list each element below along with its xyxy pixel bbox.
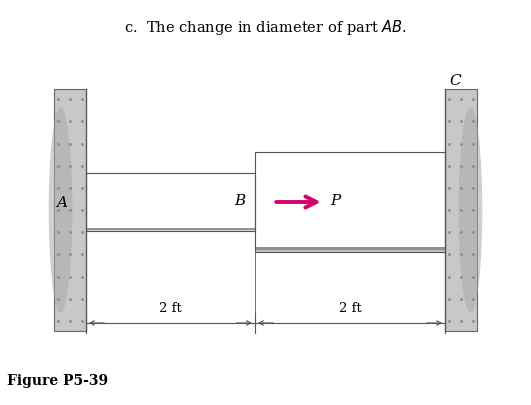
Bar [86,230,255,231]
Bar [86,230,255,231]
Bar [86,229,255,230]
Text: P: P [330,194,340,207]
Bar [255,249,445,252]
Bar [86,230,255,231]
Bar [255,248,445,250]
Bar [255,248,445,251]
Bar [86,230,255,231]
Bar [255,250,445,252]
Bar [86,229,255,230]
Bar [86,230,255,232]
Bar [255,250,445,252]
Bar [255,249,445,252]
Bar [86,173,255,232]
Text: B: B [235,194,246,207]
Bar [255,250,445,252]
Text: 2 ft: 2 ft [159,301,182,314]
Bar [255,248,445,251]
Bar [255,248,445,251]
Bar [86,230,255,231]
Bar [255,249,445,251]
Bar [86,230,255,231]
Bar [255,248,445,251]
Bar [86,230,255,232]
Text: c.  The change in diameter of part $AB$.: c. The change in diameter of part $AB$. [124,17,407,36]
Bar [255,248,445,251]
Bar [255,249,445,251]
Bar [255,250,445,253]
Bar [86,230,255,231]
Bar [255,248,445,250]
Bar [255,249,445,252]
Bar [255,248,445,251]
Bar [86,230,255,231]
Text: A: A [56,196,67,209]
Bar [255,249,445,251]
Bar [255,248,445,251]
Bar [86,229,255,231]
Bar [86,229,255,231]
Bar [255,249,445,252]
Bar [255,249,445,252]
Bar [86,229,255,230]
Bar [255,250,445,252]
Bar [86,229,255,230]
Bar [255,249,445,251]
Bar [86,230,255,231]
Bar [255,249,445,251]
Ellipse shape [49,108,72,313]
Bar [255,249,445,252]
Bar [54,90,86,331]
Bar [86,229,255,231]
Bar [86,230,255,231]
Bar [255,249,445,252]
Bar [255,248,445,250]
Bar [255,152,445,253]
Bar [86,230,255,231]
Bar [86,230,255,231]
Bar [255,248,445,250]
Bar [255,250,445,253]
Bar [255,249,445,252]
Bar [445,90,477,331]
Bar [255,250,445,253]
Bar [86,230,255,231]
Bar [86,230,255,232]
Bar [86,230,255,232]
Bar [86,229,255,230]
Bar [86,230,255,232]
Bar [255,249,445,252]
Bar [255,250,445,253]
Bar [86,229,255,230]
Bar [86,230,255,232]
Bar [86,229,255,230]
Bar [86,230,255,232]
Bar [86,230,255,232]
Bar [86,229,255,231]
Bar [86,229,255,231]
Bar [255,248,445,251]
Bar [86,230,255,231]
Bar [86,230,255,231]
Bar [255,250,445,253]
Bar [86,229,255,231]
Bar [255,249,445,252]
Bar [255,249,445,252]
Bar [255,249,445,252]
Text: C: C [449,74,461,88]
Bar [86,230,255,232]
Bar [255,250,445,252]
Bar [86,230,255,232]
Bar [86,230,255,232]
Ellipse shape [459,108,482,313]
Bar [86,229,255,231]
Text: 2 ft: 2 ft [339,301,362,314]
Bar [255,249,445,252]
Text: Figure P5-39: Figure P5-39 [7,373,108,388]
